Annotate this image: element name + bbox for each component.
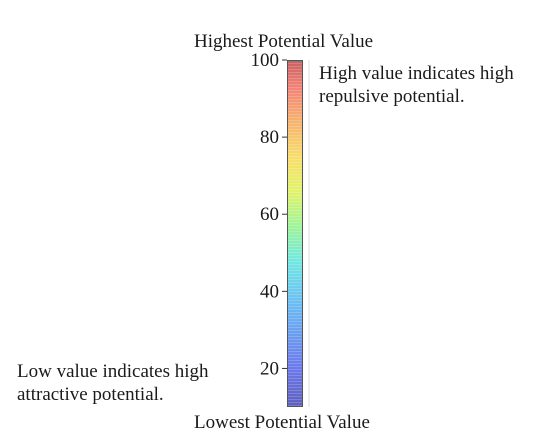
high-value-note-line-2: repulsive potential.	[319, 86, 465, 107]
high-value-note: High value indicates high repulsive pote…	[319, 62, 514, 108]
low-value-note-line-2: attractive potential.	[17, 384, 164, 405]
high-value-note-line-1: High value indicates high	[319, 63, 514, 84]
tick-label-100: 100	[251, 50, 280, 71]
colorbar-axis: 100 80 60 40 20	[251, 50, 287, 379]
low-value-note: Low value indicates high attractive pote…	[17, 360, 209, 406]
low-value-note-line-1: Low value indicates high	[17, 361, 209, 382]
highest-potential-label: Highest Potential Value	[194, 31, 374, 52]
tick-label-80: 80	[260, 127, 279, 148]
colorbar-bar	[287, 60, 310, 407]
tick-label-40: 40	[260, 281, 279, 302]
tick-label-60: 60	[260, 204, 279, 225]
colorbar-frame	[287, 60, 303, 407]
colorbar-stripes	[287, 60, 303, 407]
tick-label-20: 20	[260, 358, 279, 379]
lowest-potential-label: Lowest Potential Value	[194, 412, 370, 433]
